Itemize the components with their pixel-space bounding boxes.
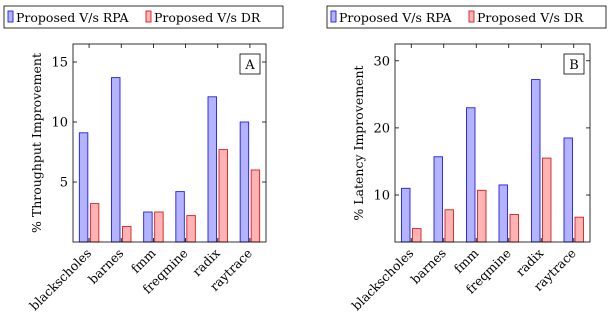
bar-radix-rpa [207,96,217,243]
y-tick-label: 10 [51,116,68,131]
legend-label: Proposed V/s DR [477,10,584,25]
x-tick-label: barnes [85,246,126,287]
y-tick-label: 15 [51,56,68,71]
legend-swatch-rpa [7,10,14,23]
bar-blackscholes-rpa [401,187,411,243]
legend-swatch-rpa [330,10,337,23]
panel-label: B [569,58,579,73]
bar-fmm-dr [477,189,487,243]
legend-box [326,5,607,29]
bar-raytrace-dr [250,169,261,243]
legend: Proposed V/s RPA Proposed V/s DR [3,5,284,29]
bar-fmm-rpa [466,107,476,243]
bar-blackscholes-dr [89,203,100,243]
bar-blackscholes-rpa [78,132,89,243]
bar-raytrace-rpa [563,137,573,243]
bar-fmm-rpa [143,211,153,243]
plot-frame [394,43,591,243]
legend-label: Proposed V/s DR [154,10,261,25]
x-tick-label: barnes [408,246,449,287]
bar-freqmine-dr [509,214,519,243]
y-tick-label: 30 [373,54,390,69]
bar-radix-dr [542,157,552,243]
bar-raytrace-dr [574,216,584,243]
bar-barnes-dr [122,225,132,243]
panel-label: A [244,58,255,73]
bar-blackscholes-dr [412,228,422,243]
y-tick-label: 20 [373,121,390,136]
bar-barnes-dr [444,209,454,243]
legend-box [3,5,284,29]
legend: Proposed V/s RPA Proposed V/s DR [326,5,607,29]
bar-freqmine-rpa [498,184,508,243]
bar-radix-dr [218,149,228,243]
y-axis-label: % Latency Improvement [351,65,366,220]
bar-freqmine-dr [186,215,196,243]
bar-raytrace-rpa [239,121,250,243]
y-tick-label: 10 [373,189,390,204]
panel-label-box [239,53,261,75]
x-tick-label: blackscholes [349,246,417,314]
legend-label: Proposed V/s RPA [339,10,453,25]
bar-radix-rpa [531,79,541,243]
bar-freqmine-rpa [175,191,185,243]
panel-label-box [563,53,585,75]
bar-barnes-rpa [111,77,121,243]
plot-frame [72,43,267,243]
legend-label: Proposed V/s RPA [16,10,130,25]
legend-swatch-dr [468,10,475,23]
x-tick-label: blackscholes [26,246,94,314]
y-tick-label: 5 [60,176,68,191]
bar-barnes-rpa [433,156,443,243]
legend-swatch-dr [145,10,152,23]
y-axis-label: % Throughput Improvement [29,53,44,233]
bar-fmm-dr [154,211,164,243]
